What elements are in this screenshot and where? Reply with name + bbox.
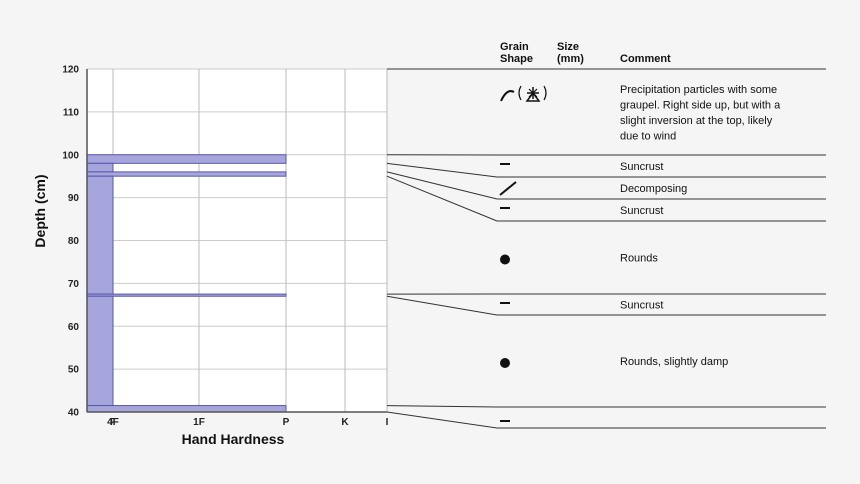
header-comment: Comment: [620, 53, 671, 65]
layer-comment: Precipitation particles with some: [620, 84, 777, 96]
y-tick-label: 70: [68, 279, 80, 290]
x-tick-label: K: [341, 417, 349, 428]
layer-comment: graupel. Right side up, but with a: [620, 100, 781, 112]
hardness-bar: [86, 405, 287, 413]
x-axis-title: Hand Hardness: [182, 431, 285, 447]
x-tick-label: 1F: [193, 417, 205, 428]
layer-connector: [386, 411, 498, 429]
layer-connector: [386, 405, 498, 408]
y-tick-label: 120: [62, 65, 79, 76]
y-tick-label: 110: [63, 107, 80, 118]
layer-connector: [386, 171, 498, 200]
layer-comment: Rounds, slightly damp: [620, 356, 728, 368]
layer-comment: Suncrust: [620, 300, 663, 312]
layer-connector: [386, 295, 498, 316]
y-tick-label: 90: [68, 193, 80, 204]
y-tick-label: 60: [68, 322, 80, 333]
header-size: Size: [557, 41, 579, 53]
layer-comment: Decomposing: [620, 183, 687, 195]
grain-rounds-icon: [500, 358, 510, 368]
hardness-bar: [86, 171, 287, 177]
layer-comment: Rounds: [620, 253, 658, 265]
grain-precip-graupel-icon: [500, 85, 547, 102]
y-tick-label: 80: [68, 236, 80, 247]
y-tick-label: 100: [62, 150, 79, 161]
header-shape: Shape: [500, 53, 533, 65]
hardness-bar: [86, 154, 287, 164]
layer-comment: due to wind: [620, 131, 676, 143]
grain-decomposing-icon: [499, 181, 517, 196]
layer-comment: slight inversion at the top, likely: [620, 115, 773, 127]
layer-comment: Suncrust: [620, 205, 663, 217]
hardness-bar: [86, 162, 114, 173]
header-size-unit: (mm): [557, 53, 584, 65]
grain-rounds-icon: [500, 254, 510, 265]
layer-comment: Suncrust: [620, 161, 663, 173]
y-tick-label: 40: [68, 408, 80, 419]
header-grain: Grain: [500, 41, 529, 53]
y-axis-title: Depth (cm): [32, 174, 48, 247]
hardness-bar: [86, 295, 114, 407]
x-tick-label: 4F: [107, 417, 119, 428]
x-tick-label: I: [386, 417, 389, 428]
layer-connector: [386, 162, 498, 178]
x-tick-label: F: [110, 417, 116, 428]
hardness-bar: [86, 175, 114, 295]
hardness-bar: [86, 293, 287, 297]
layer-connector: [386, 175, 498, 222]
x-tick-label: P: [283, 417, 290, 428]
y-tick-label: 50: [68, 365, 80, 376]
